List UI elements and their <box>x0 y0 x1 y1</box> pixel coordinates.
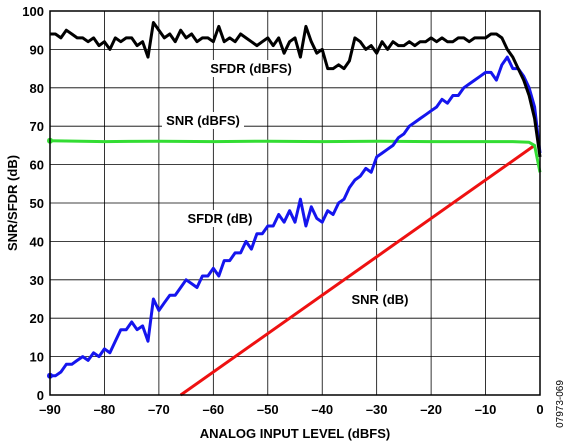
series-line-snr-dbfs <box>49 139 542 173</box>
x-tick-label: –40 <box>311 402 333 417</box>
x-tick-label: –10 <box>475 402 497 417</box>
annotation-snr-dbfs: SNR (dBFS) <box>166 113 240 128</box>
annotation-background <box>162 112 244 129</box>
y-tick-label: 50 <box>30 196 44 211</box>
x-tick-label: 0 <box>536 402 543 417</box>
y-tick-label: 100 <box>22 4 44 19</box>
x-tick-label: –20 <box>420 402 442 417</box>
y-tick-label: 60 <box>30 158 44 173</box>
y-tick-label: 10 <box>30 350 44 365</box>
annotation-snr-db: SNR (dB) <box>351 292 408 307</box>
x-tick-label: –50 <box>257 402 279 417</box>
annotation-background <box>182 210 258 227</box>
series-line-snr-db <box>179 144 536 397</box>
figure-id: 07973-069 <box>555 380 566 428</box>
x-tick-label: –70 <box>148 402 170 417</box>
series-line-sfdr-db <box>50 55 542 378</box>
y-tick-label: 20 <box>30 311 44 326</box>
data-series <box>47 21 542 397</box>
annotation-background <box>346 291 414 308</box>
y-axis-title: SNR/SFDR (dB) <box>5 155 20 251</box>
x-tick-labels: –90 –80 –70 –60 –50 –40 –30 –20 –10 0 <box>39 402 543 417</box>
y-tick-labels: 0 10 20 30 40 50 60 70 80 90 100 <box>22 4 44 403</box>
y-tick-label: 90 <box>30 42 44 57</box>
y-tick-label: 70 <box>30 119 44 134</box>
x-axis-title: ANALOG INPUT LEVEL (dBFS) <box>200 426 390 441</box>
y-tick-label: 40 <box>30 234 44 249</box>
annotation-background <box>206 60 296 77</box>
y-tick-label: 80 <box>30 81 44 96</box>
x-tick-label: –80 <box>94 402 116 417</box>
x-tick-label: –30 <box>366 402 388 417</box>
series-line-sfdr-dbfs <box>50 21 542 158</box>
y-tick-label: 0 <box>37 388 44 403</box>
plot-frame <box>49 10 541 396</box>
x-tick-label: –90 <box>39 402 61 417</box>
annotation-sfdr-db: SFDR (dB) <box>188 211 253 226</box>
y-tick-label: 30 <box>30 273 44 288</box>
annotation-sfdr-dbfs: SFDR (dBFS) <box>210 61 292 76</box>
x-tick-label: –60 <box>202 402 224 417</box>
